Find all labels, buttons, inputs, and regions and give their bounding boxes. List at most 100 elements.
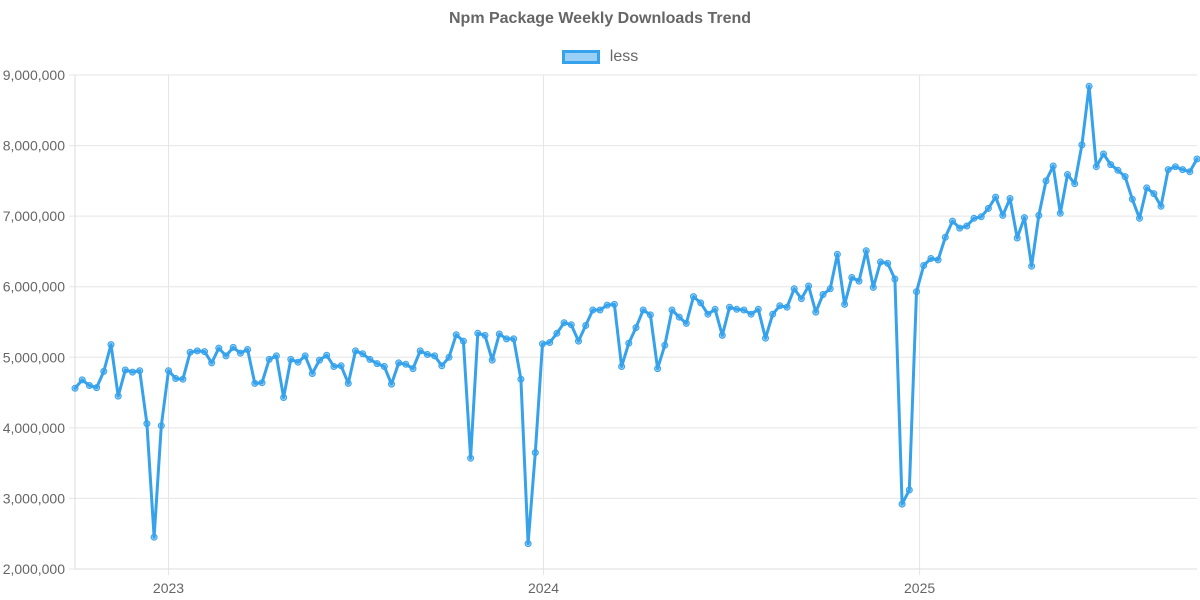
data-point[interactable] <box>668 306 676 314</box>
data-point[interactable] <box>323 351 331 359</box>
data-point[interactable] <box>1049 162 1057 170</box>
data-point[interactable] <box>402 360 410 368</box>
data-point[interactable] <box>301 352 309 360</box>
data-point[interactable] <box>934 256 942 264</box>
data-point[interactable] <box>1171 163 1179 171</box>
data-point[interactable] <box>891 275 899 283</box>
data-point[interactable] <box>251 379 259 387</box>
data-point[interactable] <box>1092 163 1100 171</box>
data-point[interactable] <box>308 370 316 377</box>
data-point[interactable] <box>1150 190 1158 198</box>
data-point[interactable] <box>805 282 813 290</box>
legend-swatch[interactable] <box>561 50 600 64</box>
data-point[interactable] <box>913 288 920 296</box>
data-point[interactable] <box>93 384 101 392</box>
data-point[interactable] <box>129 368 136 376</box>
data-point[interactable] <box>229 343 237 351</box>
data-point[interactable] <box>524 540 532 548</box>
data-point[interactable] <box>423 351 431 358</box>
data-point[interactable] <box>85 382 93 389</box>
data-point[interactable] <box>438 362 446 370</box>
data-point[interactable] <box>718 331 726 339</box>
data-point[interactable] <box>165 367 172 375</box>
data-point[interactable] <box>337 362 345 370</box>
data-point[interactable] <box>366 355 374 363</box>
data-point[interactable] <box>193 347 201 355</box>
data-point[interactable] <box>704 310 712 318</box>
data-point[interactable] <box>215 344 223 352</box>
data-point[interactable] <box>186 348 194 356</box>
data-point[interactable] <box>790 285 798 293</box>
data-point[interactable] <box>359 350 367 358</box>
data-point[interactable] <box>769 310 777 318</box>
data-point[interactable] <box>596 306 604 314</box>
data-point[interactable] <box>352 347 359 355</box>
data-point[interactable] <box>733 305 741 313</box>
data-point[interactable] <box>539 340 546 348</box>
data-point[interactable] <box>1128 195 1136 203</box>
data-point[interactable] <box>949 217 956 225</box>
data-point[interactable] <box>495 330 503 338</box>
data-point[interactable] <box>697 299 705 307</box>
data-point[interactable] <box>963 222 971 230</box>
data-point[interactable] <box>380 363 388 370</box>
data-point[interactable] <box>143 420 151 428</box>
data-point[interactable] <box>711 305 719 313</box>
data-point[interactable] <box>71 384 79 392</box>
data-point[interactable] <box>970 214 978 222</box>
data-point[interactable] <box>582 322 590 329</box>
data-point[interactable] <box>654 365 662 373</box>
data-point[interactable] <box>280 394 288 401</box>
data-point[interactable] <box>884 259 892 267</box>
data-point[interactable] <box>977 213 985 221</box>
data-point[interactable] <box>740 306 748 314</box>
data-point[interactable] <box>78 376 86 384</box>
data-point[interactable] <box>258 379 266 387</box>
data-point[interactable] <box>330 363 338 370</box>
data-point[interactable] <box>783 303 791 311</box>
data-point[interactable] <box>984 204 992 212</box>
data-point[interactable] <box>201 348 208 356</box>
data-point[interactable] <box>100 367 108 375</box>
data-point[interactable] <box>1186 168 1194 176</box>
data-point[interactable] <box>136 367 144 375</box>
data-point[interactable] <box>294 358 302 366</box>
data-point[interactable] <box>488 356 496 364</box>
data-point[interactable] <box>459 337 467 345</box>
data-point[interactable] <box>1042 177 1050 185</box>
data-point[interactable] <box>575 337 582 345</box>
data-point[interactable] <box>1100 150 1107 158</box>
data-point[interactable] <box>833 250 841 258</box>
data-point[interactable] <box>344 379 352 387</box>
data-point[interactable] <box>675 313 683 321</box>
data-point[interactable] <box>941 233 949 241</box>
data-point[interactable] <box>618 363 626 370</box>
data-point[interactable] <box>150 533 158 541</box>
data-point[interactable] <box>431 352 439 360</box>
data-point[interactable] <box>841 300 849 308</box>
data-point[interactable] <box>1179 166 1187 174</box>
data-point[interactable] <box>222 352 230 360</box>
data-point[interactable] <box>661 341 669 349</box>
data-point[interactable] <box>510 335 518 343</box>
data-point[interactable] <box>956 224 964 232</box>
data-point[interactable] <box>1136 214 1143 222</box>
data-point[interactable] <box>1121 173 1129 181</box>
data-point[interactable] <box>179 375 187 383</box>
data-point[interactable] <box>316 356 323 364</box>
data-point[interactable] <box>244 346 252 353</box>
data-point[interactable] <box>819 291 827 298</box>
data-point[interactable] <box>747 310 755 318</box>
data-point[interactable] <box>1071 180 1079 188</box>
data-point[interactable] <box>589 306 597 314</box>
data-point[interactable] <box>1020 214 1028 222</box>
data-point[interactable] <box>1035 211 1043 219</box>
data-point[interactable] <box>172 375 180 382</box>
data-point[interactable] <box>553 329 561 337</box>
data-point[interactable] <box>1157 202 1165 210</box>
data-point[interactable] <box>776 302 784 310</box>
data-point[interactable] <box>373 360 381 368</box>
data-point[interactable] <box>503 335 510 343</box>
data-point[interactable] <box>157 422 165 430</box>
data-point[interactable] <box>898 500 906 508</box>
